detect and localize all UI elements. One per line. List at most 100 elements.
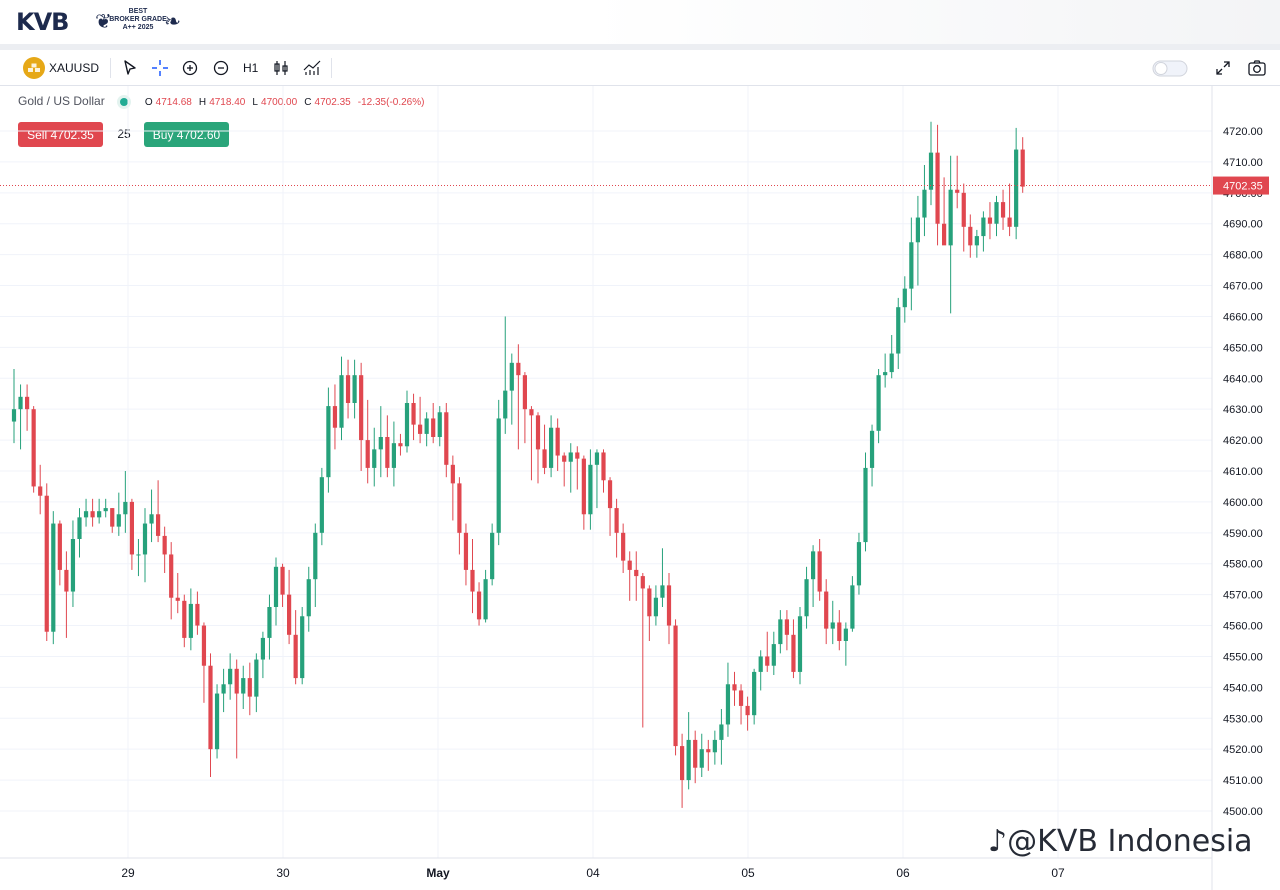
candle-body[interactable] xyxy=(693,739,698,768)
candle-body[interactable] xyxy=(568,452,573,462)
candle-body[interactable] xyxy=(856,542,862,586)
candle-body[interactable] xyxy=(987,217,993,224)
candle-body[interactable] xyxy=(57,523,62,570)
candle-body[interactable] xyxy=(214,693,220,750)
candle-body[interactable] xyxy=(378,437,383,450)
candle-body[interactable] xyxy=(195,603,200,626)
candle-body[interactable] xyxy=(817,551,822,592)
candle-body[interactable] xyxy=(273,566,279,607)
candle-body[interactable] xyxy=(948,189,953,246)
candle-body[interactable] xyxy=(981,217,986,237)
candle-body[interactable] xyxy=(254,659,259,697)
candle-body[interactable] xyxy=(994,202,999,224)
candle-body[interactable] xyxy=(385,437,390,468)
candle-body[interactable] xyxy=(516,362,521,376)
candle-body[interactable] xyxy=(673,625,678,747)
candle-body[interactable] xyxy=(601,452,606,481)
candle-body[interactable] xyxy=(791,634,796,672)
candle-body[interactable] xyxy=(686,739,691,781)
candle-body[interactable] xyxy=(156,514,161,536)
candle-body[interactable] xyxy=(712,739,717,753)
candle-body[interactable] xyxy=(182,600,187,638)
candle-body[interactable] xyxy=(666,585,672,626)
candle-body[interactable] xyxy=(398,443,403,447)
candle-body[interactable] xyxy=(935,152,940,224)
candle-body[interactable] xyxy=(503,390,508,419)
candle-body[interactable] xyxy=(103,508,108,512)
symbol-selector[interactable]: XAUUSD xyxy=(49,61,100,75)
candle-body[interactable] xyxy=(110,508,115,527)
candle-body[interactable] xyxy=(850,585,855,629)
candle-body[interactable] xyxy=(549,427,554,468)
candle-body[interactable] xyxy=(732,684,737,691)
candle-body[interactable] xyxy=(843,628,848,641)
candle-body[interactable] xyxy=(535,415,541,450)
candle-body[interactable] xyxy=(359,375,364,441)
zoom-out-icon[interactable] xyxy=(211,58,231,78)
candle-body[interactable] xyxy=(201,625,207,666)
candle-body[interactable] xyxy=(463,532,469,570)
candle-body[interactable] xyxy=(961,192,966,227)
candle-body[interactable] xyxy=(758,656,763,672)
candle-body[interactable] xyxy=(188,603,193,638)
candle-body[interactable] xyxy=(797,616,803,672)
candle-body[interactable] xyxy=(1007,217,1012,227)
candle-body[interactable] xyxy=(313,532,318,580)
candle-body[interactable] xyxy=(922,189,927,218)
candle-body[interactable] xyxy=(293,634,298,679)
cursor-icon[interactable] xyxy=(120,58,140,78)
candle-body[interactable] xyxy=(450,464,455,484)
candle-body[interactable] xyxy=(424,418,429,434)
candle-body[interactable] xyxy=(129,501,134,555)
candle-body[interactable] xyxy=(70,539,76,592)
candle-body[interactable] xyxy=(509,362,514,391)
candle-body[interactable] xyxy=(116,514,121,527)
candle-body[interactable] xyxy=(811,551,816,580)
candle-body[interactable] xyxy=(38,486,43,496)
candle-body[interactable] xyxy=(97,511,102,518)
candle-body[interactable] xyxy=(496,418,501,533)
candle-body[interactable] xyxy=(575,452,580,459)
candle-body[interactable] xyxy=(896,307,901,354)
candle-body[interactable] xyxy=(738,690,744,706)
candle-body[interactable] xyxy=(706,749,711,753)
candle-body[interactable] xyxy=(142,523,148,555)
candle-body[interactable] xyxy=(680,746,685,781)
timeframe-selector[interactable]: H1 xyxy=(243,61,259,75)
candle-body[interactable] xyxy=(719,724,724,740)
candle-body[interactable] xyxy=(889,353,894,373)
candle-body[interactable] xyxy=(339,375,344,428)
candle-body[interactable] xyxy=(778,619,783,645)
candle-body[interactable] xyxy=(634,569,639,577)
candle-body[interactable] xyxy=(660,585,665,598)
candle-body[interactable] xyxy=(241,678,246,694)
candle-body[interactable] xyxy=(221,684,226,694)
candle-body[interactable] xyxy=(955,189,960,193)
candle-body[interactable] xyxy=(699,749,704,768)
camera-icon[interactable] xyxy=(1247,58,1267,78)
candle-body[interactable] xyxy=(614,508,619,533)
candle-body[interactable] xyxy=(876,375,881,431)
candle-body[interactable] xyxy=(365,440,370,468)
candle-body[interactable] xyxy=(784,619,789,635)
candle-body[interactable] xyxy=(640,576,645,589)
candle-body[interactable] xyxy=(752,671,757,716)
candles-icon[interactable] xyxy=(271,58,291,78)
candle-body[interactable] xyxy=(824,591,829,629)
candle-body[interactable] xyxy=(869,430,875,468)
candle-body[interactable] xyxy=(483,579,488,620)
candle-body[interactable] xyxy=(280,566,285,595)
candle-body[interactable] xyxy=(431,418,436,437)
candle-body[interactable] xyxy=(830,622,835,629)
candle-body[interactable] xyxy=(607,480,613,509)
candle-body[interactable] xyxy=(883,372,888,376)
candle-body[interactable] xyxy=(542,449,547,468)
candle-body[interactable] xyxy=(765,656,770,666)
candle-body[interactable] xyxy=(300,616,305,679)
candle-body[interactable] xyxy=(391,443,396,468)
candle-body[interactable] xyxy=(149,514,154,524)
candle-body[interactable] xyxy=(647,588,652,617)
candle-body[interactable] xyxy=(745,705,750,716)
candle-body[interactable] xyxy=(863,467,868,543)
candle-body[interactable] xyxy=(90,511,95,518)
